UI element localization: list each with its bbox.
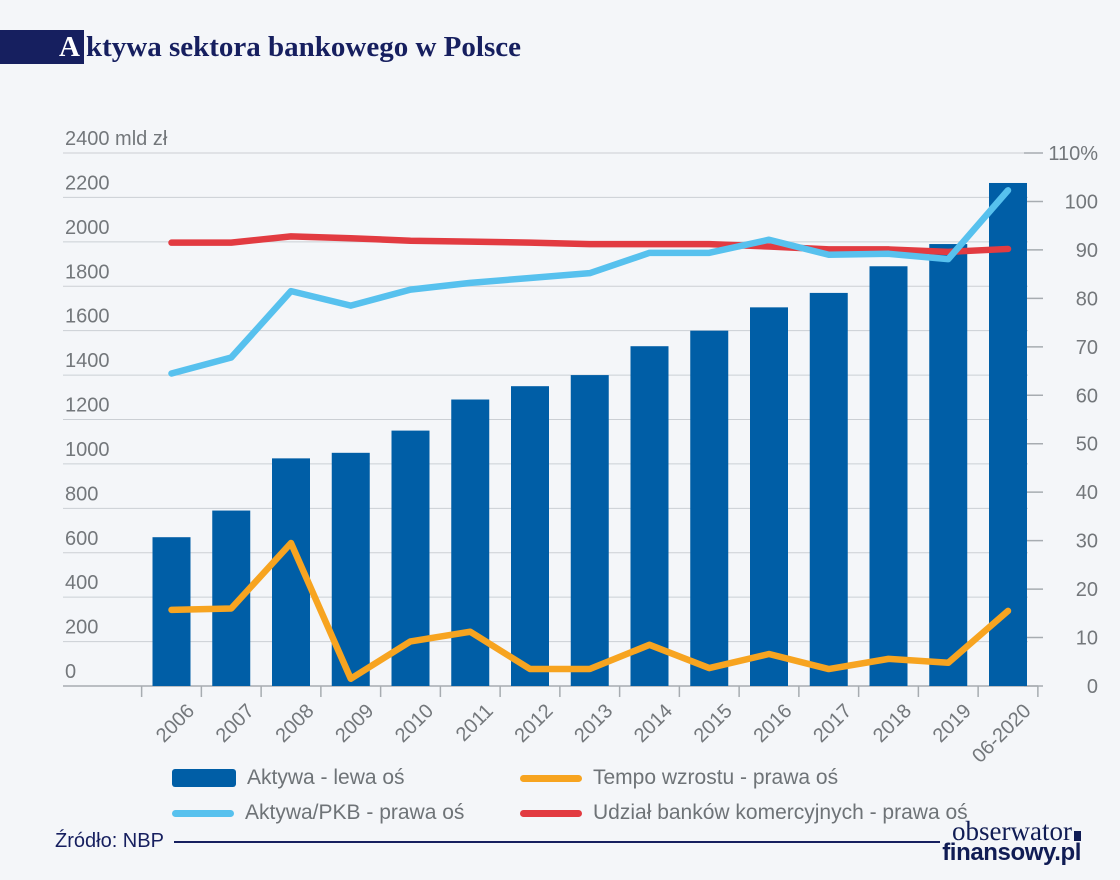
- logo-text-line2: finansowy.pl: [942, 839, 1081, 866]
- legend-swatch-udzial-bankow: [520, 809, 582, 817]
- legend-label: Aktywa/PKB - prawa oś: [245, 801, 465, 824]
- bar-2012: [511, 386, 549, 686]
- title-text: ktywa sektora bankowego w Polsce: [86, 31, 521, 63]
- x-axis-label-2013: 2013: [570, 700, 617, 747]
- legend-item-aktywa: Aktywa - lewa oś: [172, 766, 520, 789]
- bar-2015: [690, 330, 729, 686]
- y-axis-right-tick-label: 100: [1065, 191, 1098, 213]
- y-axis-right-tick-label: 10: [1076, 628, 1098, 650]
- y-axis-right-tick-label: 40: [1076, 482, 1098, 504]
- y-axis-right-tick-label: 110%: [1048, 143, 1098, 165]
- y-axis-right-tick-label: 70: [1076, 337, 1098, 359]
- x-axis-label-2009: 2009: [331, 700, 378, 747]
- legend-swatch-tempo-wzrostu: [520, 774, 582, 782]
- y-axis-left-tick-label: 1400: [65, 350, 110, 372]
- y-axis-right-tick-label: 20: [1076, 579, 1098, 601]
- y-axis-left-tick-label: 600: [65, 528, 98, 550]
- x-axis-label-2016: 2016: [750, 700, 797, 747]
- title-highlight-box: A: [0, 30, 84, 64]
- x-axis-label-2015: 2015: [690, 700, 737, 747]
- source-label: Źródło: NBP: [55, 830, 164, 852]
- bar-2017: [809, 292, 848, 686]
- y-axis-left-tick-label: 800: [65, 483, 98, 505]
- y-axis-right-tick-label: 80: [1076, 288, 1098, 310]
- title-first-letter: A: [59, 31, 80, 63]
- bar-2016: [750, 307, 788, 686]
- line-series-2: [168, 187, 1012, 377]
- legend-label: Udział banków komercyjnych - prawa oś: [593, 801, 968, 824]
- y-axis-left-tick-label: 1600: [65, 306, 110, 328]
- y-axis-left-tick-label: 1000: [65, 439, 110, 461]
- obserwator-finansowy-logo: obserwator finansowy.pl: [942, 818, 1081, 865]
- x-axis-label-06-2020: 06-2020: [968, 700, 1035, 767]
- y-axis-left-tick-label: 2000: [65, 217, 110, 239]
- line-series-1: [168, 539, 1012, 682]
- source-row: Źródło: NBP: [55, 830, 940, 853]
- y-axis-left-tick-label: 0: [65, 661, 76, 683]
- bar-06-2020: [989, 182, 1027, 686]
- y-axis-right-tick-label: 0: [1087, 676, 1098, 698]
- legend-item-tempo-wzrostu: Tempo wzrostu - prawa oś: [520, 766, 968, 789]
- x-axis-label-2014: 2014: [630, 700, 677, 747]
- source-divider-line: [173, 840, 940, 843]
- bar-2014: [630, 346, 669, 686]
- y-axis-left-tick-label: 1200: [65, 395, 110, 417]
- x-axis-label-2007: 2007: [212, 700, 259, 747]
- legend-item-aktywa-pkb: Aktywa/PKB - prawa oś: [172, 801, 520, 824]
- line-series-3: [168, 233, 1012, 256]
- legend-item-udzial-bankow: Udział banków komercyjnych - prawa oś: [520, 801, 968, 824]
- bar-2013: [570, 375, 609, 686]
- x-axis-label-2017: 2017: [809, 700, 856, 747]
- legend-swatch-aktywa: [172, 769, 236, 787]
- bar-2019: [929, 244, 968, 686]
- legend-swatch-aktywa-pkb: [172, 809, 234, 817]
- logo-cursor-icon: [1074, 831, 1081, 841]
- legend-label: Aktywa - lewa oś: [247, 766, 405, 789]
- y-axis-left-tick-label: 1800: [65, 261, 110, 283]
- logo-text-line1: obserwator: [952, 816, 1072, 846]
- x-axis-label-2006: 2006: [152, 700, 199, 747]
- y-axis-left-tick-label: 2400 mld zł: [65, 128, 168, 150]
- legend-label: Tempo wzrostu - prawa oś: [593, 766, 839, 789]
- y-axis-left-tick-label: 2200: [65, 172, 110, 194]
- x-axis-label-2010: 2010: [391, 700, 438, 747]
- y-axis-right-tick-label: 60: [1076, 385, 1098, 407]
- x-axis-label-2008: 2008: [272, 700, 319, 747]
- y-axis-right-tick-label: 30: [1076, 531, 1098, 553]
- y-axis-left-tick-label: 400: [65, 572, 98, 594]
- y-axis-left-tick-label: 200: [65, 617, 98, 639]
- y-axis-right-tick-label: 50: [1076, 434, 1098, 456]
- x-axis-label-2019: 2019: [929, 700, 976, 747]
- y-axis-right-tick-label: 90: [1076, 240, 1098, 262]
- chart-legend: Aktywa - lewa oś Tempo wzrostu - prawa o…: [172, 766, 968, 824]
- x-axis-label-2012: 2012: [511, 700, 558, 747]
- x-axis-label-2018: 2018: [869, 700, 916, 747]
- x-axis-label-2011: 2011: [452, 700, 498, 746]
- bar-2018: [869, 266, 908, 686]
- page-title: A ktywa sektora bankowego w Polsce: [0, 30, 521, 64]
